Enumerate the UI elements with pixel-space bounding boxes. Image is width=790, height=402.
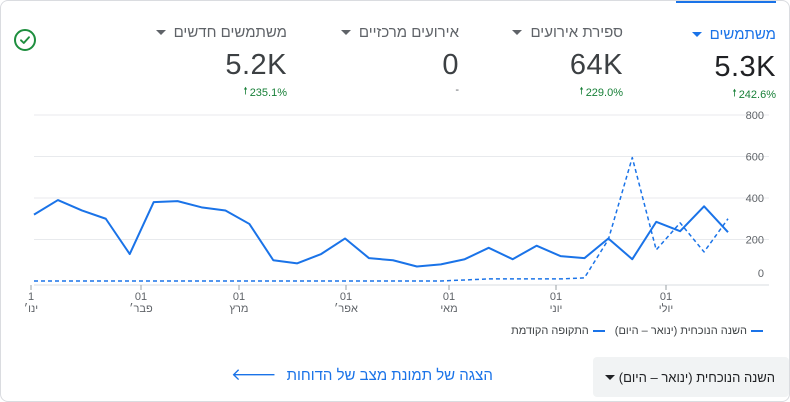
y-tick-label: 600 — [746, 152, 764, 164]
date-range-select[interactable]: השנה הנוכחית (ינואר – היום) — [593, 357, 789, 397]
metric-change-value: 242.6% — [738, 88, 776, 101]
x-tick-label-month: יוני — [550, 303, 563, 315]
view-reports-snapshot-link[interactable]: הצגה של תמונת מצב של הדוחות 🡐 — [231, 365, 493, 385]
metric-tab-new-users[interactable]: משתמשים חדשים 5.2K 🠕 235.1% — [149, 1, 287, 107]
legend-swatch-solid — [751, 330, 763, 332]
y-tick-label: 0 — [758, 268, 764, 280]
metric-change: - — [455, 84, 459, 96]
legend-label-current: השנה הנוכחית (ינואר – היום) — [614, 325, 747, 337]
metric-label: ספירת אירועים — [530, 24, 623, 41]
y-tick-label: 800 — [746, 110, 764, 122]
metric-change-value: 235.1% — [249, 86, 287, 99]
x-tick-label-day: 01 — [443, 291, 455, 303]
check-circle-icon — [14, 29, 36, 51]
x-tick-label-month: אפר׳ — [334, 302, 358, 315]
metric-header[interactable]: אירועים מרכזיים — [340, 24, 459, 41]
x-tick-label-day: 01 — [550, 291, 562, 303]
arrow-up-icon: 🠕 — [579, 86, 584, 97]
metric-change: 🠕 242.6% — [732, 86, 776, 103]
metric-value: 0 — [442, 49, 459, 81]
metric-label: משתמשים חדשים — [173, 24, 287, 41]
metric-tab-event-count[interactable]: ספירת אירועים 64K 🠕 229.0% — [511, 1, 623, 107]
metric-change: 🠕 229.0% — [579, 84, 623, 101]
metric-change-value: 229.0% — [585, 86, 623, 99]
x-tick-label-month: מרץ — [230, 303, 249, 315]
x-tick-label-month: מאי — [440, 303, 457, 315]
caret-down-icon[interactable] — [340, 30, 351, 35]
caret-down-icon — [605, 374, 615, 380]
x-tick-label-day: 01 — [135, 291, 147, 303]
series-line-previous — [34, 156, 729, 282]
caret-down-icon[interactable] — [512, 30, 523, 35]
metric-value: 64K — [569, 49, 623, 81]
x-tick-label-day: 01 — [340, 291, 352, 303]
metrics-row: משתמשים 5.3K 🠕 242.6% ספירת אירועים 64K … — [1, 1, 789, 107]
snapshot-link-label: הצגה של תמונת מצב של הדוחות — [286, 366, 493, 384]
chart-legend: השנה הנוכחית (ינואר – היום) התקופה הקודמ… — [511, 325, 763, 337]
users-line-chart: 02004006008001ינו׳01פבר׳01מרץ01אפר׳01מאי… — [24, 110, 769, 315]
metric-header[interactable]: משתמשים חדשים — [155, 24, 287, 41]
y-tick-label: 400 — [746, 193, 764, 205]
caret-down-icon[interactable] — [155, 30, 166, 35]
x-tick-label-day: 01 — [233, 291, 245, 303]
legend-item-current: השנה הנוכחית (ינואר – היום) — [615, 325, 763, 337]
metric-label: אירועים מרכזיים — [358, 24, 459, 41]
metric-header[interactable]: ספירת אירועים — [512, 24, 623, 41]
x-tick-label-month: יולי — [659, 302, 673, 315]
metric-tab-key-events[interactable]: אירועים מרכזיים 0 - — [340, 1, 459, 107]
legend-label-previous: התקופה הקודמת — [511, 325, 589, 337]
metric-value: 5.3K — [714, 51, 776, 83]
legend-item-previous: התקופה הקודמת — [511, 325, 605, 337]
date-range-value: השנה הנוכחית (ינואר – היום) — [618, 369, 775, 385]
arrow-left-icon: 🡐 — [231, 365, 277, 384]
arrow-up-icon: 🠕 — [732, 88, 737, 99]
x-tick-label-month: פבר׳ — [129, 302, 153, 315]
metric-header[interactable]: משתמשים — [691, 26, 776, 43]
metric-label: משתמשים — [709, 26, 776, 43]
x-tick-label-day: 01 — [660, 291, 672, 303]
legend-swatch-dashed — [592, 330, 605, 332]
x-tick-label-month: ינו׳ — [24, 302, 38, 315]
series-line-current — [33, 199, 729, 268]
y-tick-label: 200 — [746, 235, 764, 247]
metric-change: 🠕 235.1% — [243, 84, 287, 101]
caret-down-icon[interactable] — [691, 32, 702, 37]
x-tick-label-day: 1 — [28, 291, 34, 303]
metric-tab-users[interactable]: משתמשים 5.3K 🠕 242.6% — [676, 1, 776, 107]
metric-change-value: - — [455, 84, 459, 96]
metric-value: 5.2K — [225, 49, 287, 81]
arrow-up-icon: 🠕 — [243, 86, 248, 97]
